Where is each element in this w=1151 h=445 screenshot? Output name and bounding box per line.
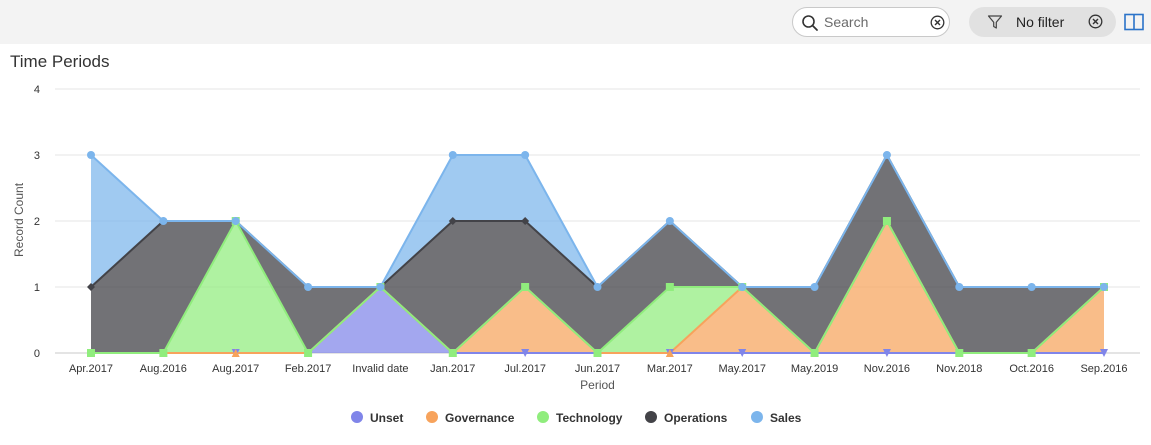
y-tick-label: 1 [34,282,40,294]
area-operations [91,155,1104,353]
point-sales[interactable] [1100,283,1108,291]
y-tick-label: 4 [34,84,40,96]
point-unset[interactable] [738,349,747,357]
point-governance[interactable] [231,349,240,357]
x-tick-label: Jun.2017 [575,363,620,375]
point-sales[interactable] [87,151,95,159]
area-chart: 0 1 2 3 4 Apr.2017 Aug.2016 Aug.2017 Feb.2017 In… [12,84,1140,425]
toolbar: No filter [0,0,1151,44]
point-unset[interactable] [521,349,530,357]
search-box[interactable] [792,7,950,37]
clear-search-icon[interactable] [930,15,945,30]
x-tick-label: Apr.2017 [69,363,113,375]
filter-label: No filter [1016,14,1065,30]
panel-layout-icon[interactable] [1124,13,1144,31]
point-operations[interactable] [521,217,530,225]
y-tick-label: 3 [34,150,40,162]
point-technology[interactable] [87,349,95,357]
x-axis-labels: Apr.2017 Aug.2016 Aug.2017 Feb.2017 Invalid … [69,363,1128,375]
x-tick-label: May.2019 [791,363,839,375]
legend: Unset Governance Technology Operations Sales [351,411,802,425]
point-sales[interactable] [593,283,602,291]
y-tick-label: 0 [34,348,40,360]
legend-item-governance[interactable]: Governance [426,411,515,425]
legend-swatch [537,411,549,423]
legend-label: Operations [664,411,728,425]
point-technology[interactable] [159,349,168,357]
legend-label: Unset [370,411,403,425]
legend-label: Technology [556,411,623,425]
chart-areas [91,155,1104,353]
point-technology[interactable] [810,349,819,357]
funnel-icon [987,15,1003,29]
legend-label: Governance [445,411,515,425]
legend-item-operations[interactable]: Operations [645,411,728,425]
legend-label: Sales [770,411,802,425]
search-input[interactable] [824,12,919,32]
point-technology[interactable] [304,349,313,357]
point-sales[interactable] [1027,283,1036,291]
legend-item-technology[interactable]: Technology [537,411,623,425]
y-axis-labels: 0 1 2 3 4 [34,84,40,360]
point-unset[interactable] [1100,349,1108,357]
point-governance[interactable] [665,349,674,357]
x-tick-label: Oct.2016 [1009,363,1054,375]
x-tick-label: Nov.2018 [936,363,982,375]
point-sales[interactable] [448,151,457,159]
point-sales[interactable] [882,151,891,159]
point-sales[interactable] [231,217,240,225]
point-sales[interactable] [159,217,168,225]
legend-swatch [645,411,657,423]
chart-markers [87,151,1108,357]
point-technology[interactable] [521,283,530,291]
x-tick-label: Invalid date [352,363,408,375]
chart-title: Time Periods [10,52,110,71]
x-axis-title: Period [580,378,615,392]
y-tick-label: 2 [34,216,40,228]
point-technology[interactable] [882,217,891,225]
search-icon [802,15,818,31]
filter-button[interactable]: No filter [969,7,1116,37]
point-operations[interactable] [87,283,95,291]
legend-swatch [426,411,438,423]
point-sales[interactable] [521,151,530,159]
area-technology [91,221,1104,353]
legend-item-unset[interactable]: Unset [351,411,403,425]
area-governance [91,221,1104,353]
point-operations[interactable] [448,217,457,225]
x-tick-label: Nov.2016 [864,363,910,375]
point-unset[interactable] [882,349,891,357]
point-technology[interactable] [593,349,602,357]
point-sales[interactable] [665,217,674,225]
legend-swatch [751,411,763,423]
point-sales[interactable] [955,283,964,291]
point-sales[interactable] [810,283,819,291]
x-tick-label: Aug.2017 [212,363,259,375]
x-tick-label: Mar.2017 [647,363,693,375]
point-technology[interactable] [1027,349,1036,357]
point-technology[interactable] [665,283,674,291]
point-sales[interactable] [738,283,747,291]
point-technology[interactable] [448,349,457,357]
point-sales[interactable] [376,283,385,291]
point-technology[interactable] [955,349,964,357]
point-sales[interactable] [304,283,313,291]
x-tick-label: Aug.2016 [140,363,187,375]
x-tick-label: Jan.2017 [430,363,475,375]
y-axis-title: Record Count [12,182,26,257]
clear-filter-icon[interactable] [1088,14,1103,29]
x-tick-label: Jul.2017 [504,363,546,375]
legend-item-sales[interactable]: Sales [751,411,802,425]
x-tick-label: Sep.2016 [1080,363,1127,375]
x-tick-label: Feb.2017 [285,363,331,375]
x-tick-label: May.2017 [718,363,766,375]
legend-swatch [351,411,363,423]
area-unset [91,287,1104,353]
